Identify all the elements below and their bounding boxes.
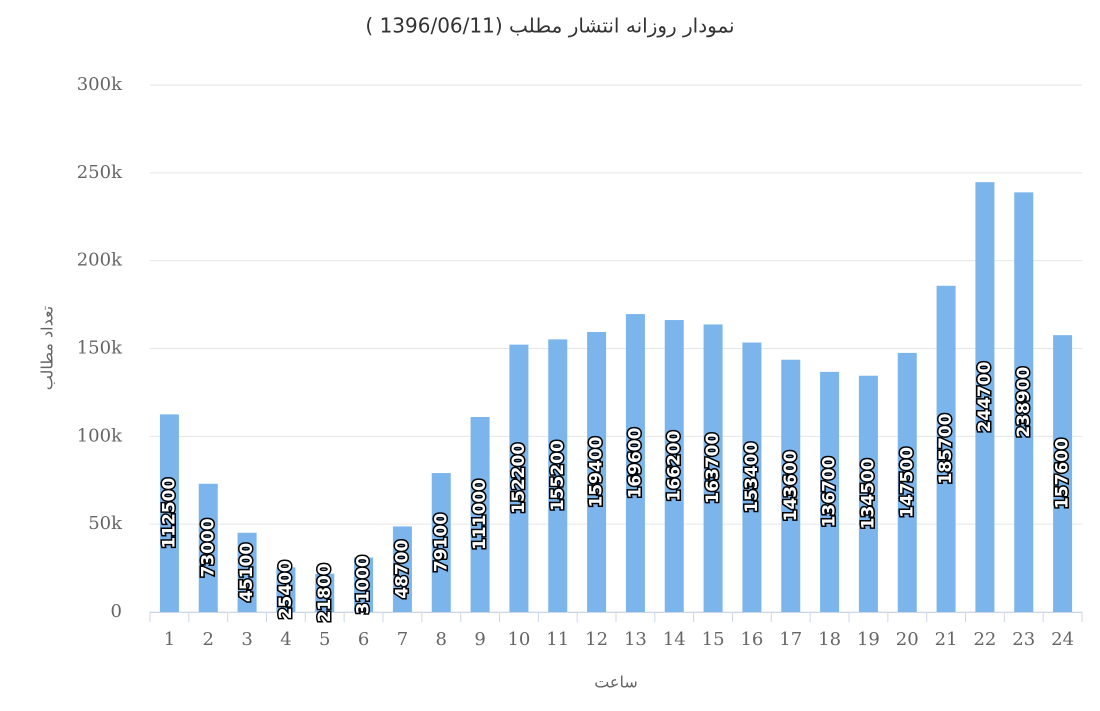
value-label: 166200 [664, 430, 684, 501]
bar [1014, 192, 1034, 612]
value-label: 153400 [742, 442, 762, 513]
y-tick-label: 50k [88, 513, 123, 534]
x-tick-label: 5 [319, 629, 330, 650]
x-tick-label: 13 [624, 629, 647, 650]
x-tick-label: 12 [585, 629, 608, 650]
bar [703, 324, 723, 612]
value-label: 169600 [625, 427, 645, 498]
bar [237, 532, 257, 612]
y-tick-label: 200k [77, 250, 123, 271]
x-tick-label: 22 [973, 629, 996, 650]
x-tick-label: 24 [1051, 629, 1074, 650]
value-label: 112500 [159, 478, 179, 549]
x-axis-label: ساعت [594, 673, 638, 692]
x-tick-label: 2 [203, 629, 214, 650]
value-label: 159400 [587, 436, 607, 507]
x-tick-label: 23 [1012, 629, 1035, 650]
value-label: 136700 [820, 456, 840, 527]
bar [975, 182, 995, 612]
x-tick-label: 9 [474, 629, 485, 650]
value-label: 155200 [548, 440, 568, 511]
value-label: 79100 [431, 513, 451, 572]
x-tick-label: 20 [896, 629, 919, 650]
bar [820, 371, 840, 612]
x-tick-label: 18 [818, 629, 841, 650]
bar [392, 526, 412, 612]
x-tick-label: 7 [397, 629, 408, 650]
bar [159, 414, 179, 612]
value-label: 185700 [936, 413, 956, 484]
y-tick-label: 150k [77, 338, 123, 359]
bar [354, 557, 374, 612]
bar [858, 375, 878, 612]
value-label: 134500 [858, 458, 878, 529]
y-tick-label: 250k [77, 162, 123, 183]
bar [431, 473, 451, 612]
x-tick-label: 10 [507, 629, 530, 650]
bar [1053, 335, 1073, 612]
value-label: 21800 [315, 563, 335, 622]
x-tick-label: 16 [740, 629, 763, 650]
x-tick-label: 11 [546, 629, 569, 650]
x-tick-label: 6 [358, 629, 369, 650]
value-label: 157600 [1053, 438, 1073, 509]
x-tick-label: 3 [241, 629, 252, 650]
bar [470, 417, 490, 612]
value-label: 48700 [392, 539, 412, 598]
value-label: 152200 [509, 443, 529, 514]
bar [276, 567, 296, 612]
y-axis-label: تعداد مطالب [38, 306, 57, 390]
x-tick-label: 4 [280, 629, 291, 650]
y-tick-label: 300k [77, 74, 123, 95]
x-tick-label: 19 [857, 629, 880, 650]
value-label: 31000 [354, 555, 374, 614]
bar [742, 342, 762, 612]
chart-title: نمودار روزانه انتشار مطلب (1396/06/11 ) [365, 14, 734, 38]
x-tick-label: 21 [935, 629, 958, 650]
bar [625, 314, 645, 612]
bar [315, 573, 335, 612]
bar [781, 359, 801, 612]
bar [936, 285, 956, 612]
value-label: 147500 [897, 447, 917, 518]
bar [548, 339, 568, 612]
value-label: 143600 [781, 450, 801, 521]
value-label: 73000 [198, 518, 218, 577]
bar [664, 320, 684, 612]
value-label: 45100 [237, 543, 257, 602]
y-tick-label: 0 [111, 601, 122, 622]
x-tick-label: 8 [436, 629, 447, 650]
bar [587, 331, 607, 612]
value-label: 238900 [1014, 367, 1034, 438]
value-label: 25400 [276, 560, 296, 619]
bar [198, 483, 218, 612]
value-label: 244700 [975, 361, 995, 432]
x-tick-label: 14 [663, 629, 686, 650]
value-label: 163700 [703, 433, 723, 504]
x-tick-label: 17 [779, 629, 802, 650]
x-tick-label: 15 [702, 629, 725, 650]
value-label: 111000 [470, 479, 490, 550]
x-tick-label: 1 [164, 629, 175, 650]
y-tick-label: 100k [77, 425, 123, 446]
bar [897, 352, 917, 612]
bar [509, 344, 529, 612]
